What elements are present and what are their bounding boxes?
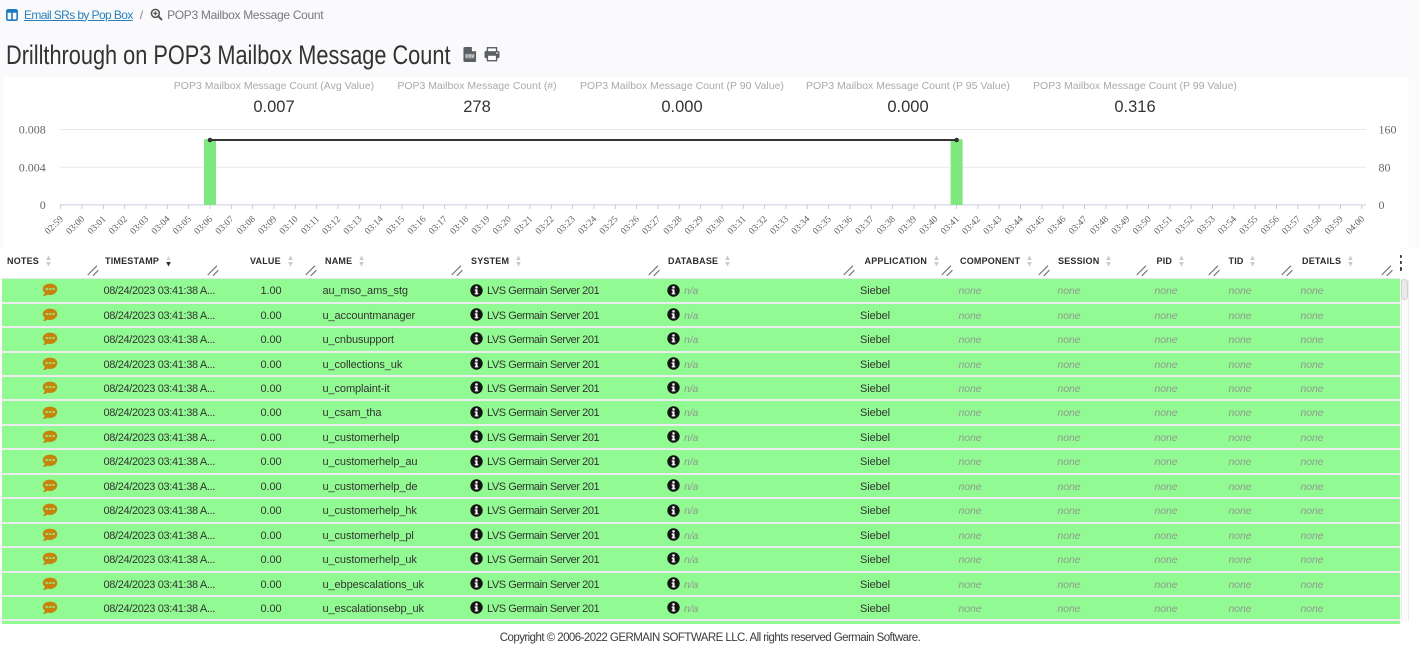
svg-text:03:19: 03:19 — [470, 214, 493, 237]
svg-text:03:26: 03:26 — [619, 214, 642, 237]
svg-text:03:36: 03:36 — [833, 214, 856, 237]
svg-text:03:23: 03:23 — [555, 214, 578, 237]
svg-text:03:04: 03:04 — [150, 214, 173, 237]
svg-text:03:54: 03:54 — [1217, 214, 1240, 237]
svg-text:03:17: 03:17 — [427, 214, 450, 237]
svg-text:03:40: 03:40 — [918, 214, 941, 237]
svg-text:03:14: 03:14 — [363, 214, 386, 237]
svg-text:03:31: 03:31 — [726, 214, 749, 237]
svg-text:03:03: 03:03 — [129, 214, 152, 237]
svg-text:03:58: 03:58 — [1302, 214, 1325, 237]
svg-text:03:06: 03:06 — [193, 214, 216, 237]
svg-text:03:16: 03:16 — [406, 214, 429, 237]
svg-text:03:38: 03:38 — [875, 214, 898, 237]
svg-text:CSV: CSV — [465, 54, 474, 59]
svg-text:80: 80 — [1379, 160, 1391, 174]
svg-text:03:43: 03:43 — [982, 214, 1005, 237]
svg-text:03:57: 03:57 — [1281, 214, 1304, 237]
svg-text:03:45: 03:45 — [1025, 214, 1048, 237]
svg-text:03:22: 03:22 — [534, 214, 557, 237]
svg-text:03:37: 03:37 — [854, 214, 877, 237]
svg-text:03:07: 03:07 — [214, 214, 237, 237]
svg-text:03:20: 03:20 — [491, 214, 514, 237]
svg-text:160: 160 — [1379, 123, 1397, 137]
svg-text:03:41: 03:41 — [939, 214, 962, 237]
svg-text:03:21: 03:21 — [513, 214, 536, 237]
svg-text:03:01: 03:01 — [86, 214, 109, 237]
svg-text:03:33: 03:33 — [769, 214, 792, 237]
svg-text:03:32: 03:32 — [747, 214, 770, 237]
svg-text:0: 0 — [40, 198, 46, 212]
svg-text:03:49: 03:49 — [1110, 214, 1133, 237]
svg-text:0: 0 — [1379, 198, 1385, 212]
svg-text:0.008: 0.008 — [19, 123, 46, 137]
svg-text:03:48: 03:48 — [1089, 214, 1112, 237]
svg-text:03:34: 03:34 — [790, 214, 813, 237]
svg-text:03:28: 03:28 — [662, 214, 685, 237]
svg-text:03:30: 03:30 — [705, 214, 728, 237]
svg-text:03:50: 03:50 — [1131, 214, 1154, 237]
svg-text:04:00: 04:00 — [1345, 214, 1368, 237]
svg-text:03:24: 03:24 — [577, 214, 600, 237]
svg-text:03:11: 03:11 — [300, 214, 322, 236]
svg-text:03:46: 03:46 — [1046, 214, 1069, 237]
svg-text:03:29: 03:29 — [683, 214, 706, 237]
svg-text:03:02: 03:02 — [107, 214, 130, 237]
svg-text:03:47: 03:47 — [1067, 214, 1090, 237]
svg-text:03:39: 03:39 — [897, 214, 920, 237]
svg-text:03:08: 03:08 — [235, 214, 258, 237]
svg-text:03:53: 03:53 — [1195, 214, 1218, 237]
svg-text:03:05: 03:05 — [171, 214, 194, 237]
svg-text:03:12: 03:12 — [321, 214, 344, 237]
svg-text:03:35: 03:35 — [811, 214, 834, 237]
svg-text:03:25: 03:25 — [598, 214, 621, 237]
svg-text:03:55: 03:55 — [1238, 214, 1261, 237]
svg-text:03:13: 03:13 — [342, 214, 365, 237]
svg-text:03:27: 03:27 — [641, 214, 664, 237]
svg-text:03:44: 03:44 — [1003, 214, 1026, 237]
svg-text:03:52: 03:52 — [1174, 214, 1197, 237]
svg-text:03:10: 03:10 — [278, 214, 301, 237]
svg-text:03:15: 03:15 — [385, 214, 408, 237]
svg-text:03:18: 03:18 — [449, 214, 472, 237]
svg-text:03:42: 03:42 — [961, 214, 984, 237]
svg-text:0.004: 0.004 — [19, 160, 46, 174]
svg-text:02:59: 02:59 — [43, 214, 66, 237]
svg-text:03:00: 03:00 — [65, 214, 88, 237]
svg-text:03:09: 03:09 — [257, 214, 280, 237]
svg-text:03:59: 03:59 — [1323, 214, 1346, 237]
svg-text:03:51: 03:51 — [1153, 214, 1176, 237]
svg-text:03:56: 03:56 — [1259, 214, 1282, 237]
